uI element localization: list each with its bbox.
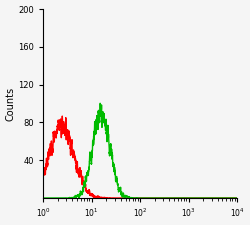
Y-axis label: Counts: Counts xyxy=(6,86,16,121)
